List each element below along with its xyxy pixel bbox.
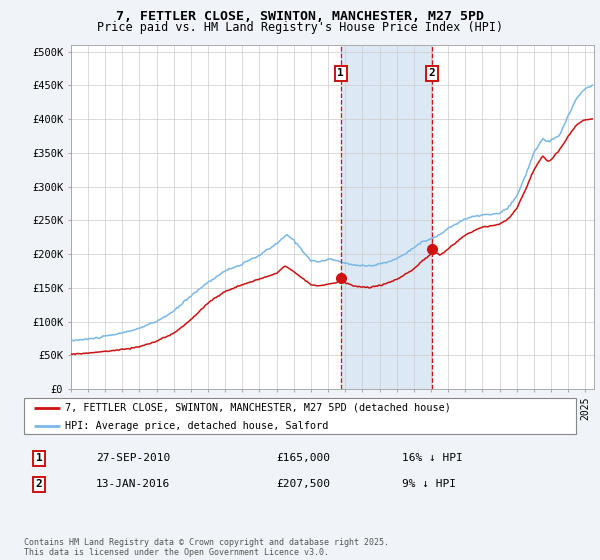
Text: 13-JAN-2016: 13-JAN-2016 xyxy=(96,479,170,489)
Text: 27-SEP-2010: 27-SEP-2010 xyxy=(96,453,170,463)
Text: 1: 1 xyxy=(337,68,344,78)
Text: £207,500: £207,500 xyxy=(276,479,330,489)
Text: 2: 2 xyxy=(35,479,43,489)
Text: 7, FETTLER CLOSE, SWINTON, MANCHESTER, M27 5PD: 7, FETTLER CLOSE, SWINTON, MANCHESTER, M… xyxy=(116,10,484,22)
Text: Contains HM Land Registry data © Crown copyright and database right 2025.
This d: Contains HM Land Registry data © Crown c… xyxy=(24,538,389,557)
Text: 2: 2 xyxy=(428,68,435,78)
Text: Price paid vs. HM Land Registry's House Price Index (HPI): Price paid vs. HM Land Registry's House … xyxy=(97,21,503,34)
Text: £165,000: £165,000 xyxy=(276,453,330,463)
FancyBboxPatch shape xyxy=(24,398,576,434)
Text: 16% ↓ HPI: 16% ↓ HPI xyxy=(402,453,463,463)
Text: HPI: Average price, detached house, Salford: HPI: Average price, detached house, Salf… xyxy=(65,421,329,431)
Text: 9% ↓ HPI: 9% ↓ HPI xyxy=(402,479,456,489)
Text: 7, FETTLER CLOSE, SWINTON, MANCHESTER, M27 5PD (detached house): 7, FETTLER CLOSE, SWINTON, MANCHESTER, M… xyxy=(65,403,451,413)
Text: 1: 1 xyxy=(35,453,43,463)
Bar xyxy=(341,45,432,389)
